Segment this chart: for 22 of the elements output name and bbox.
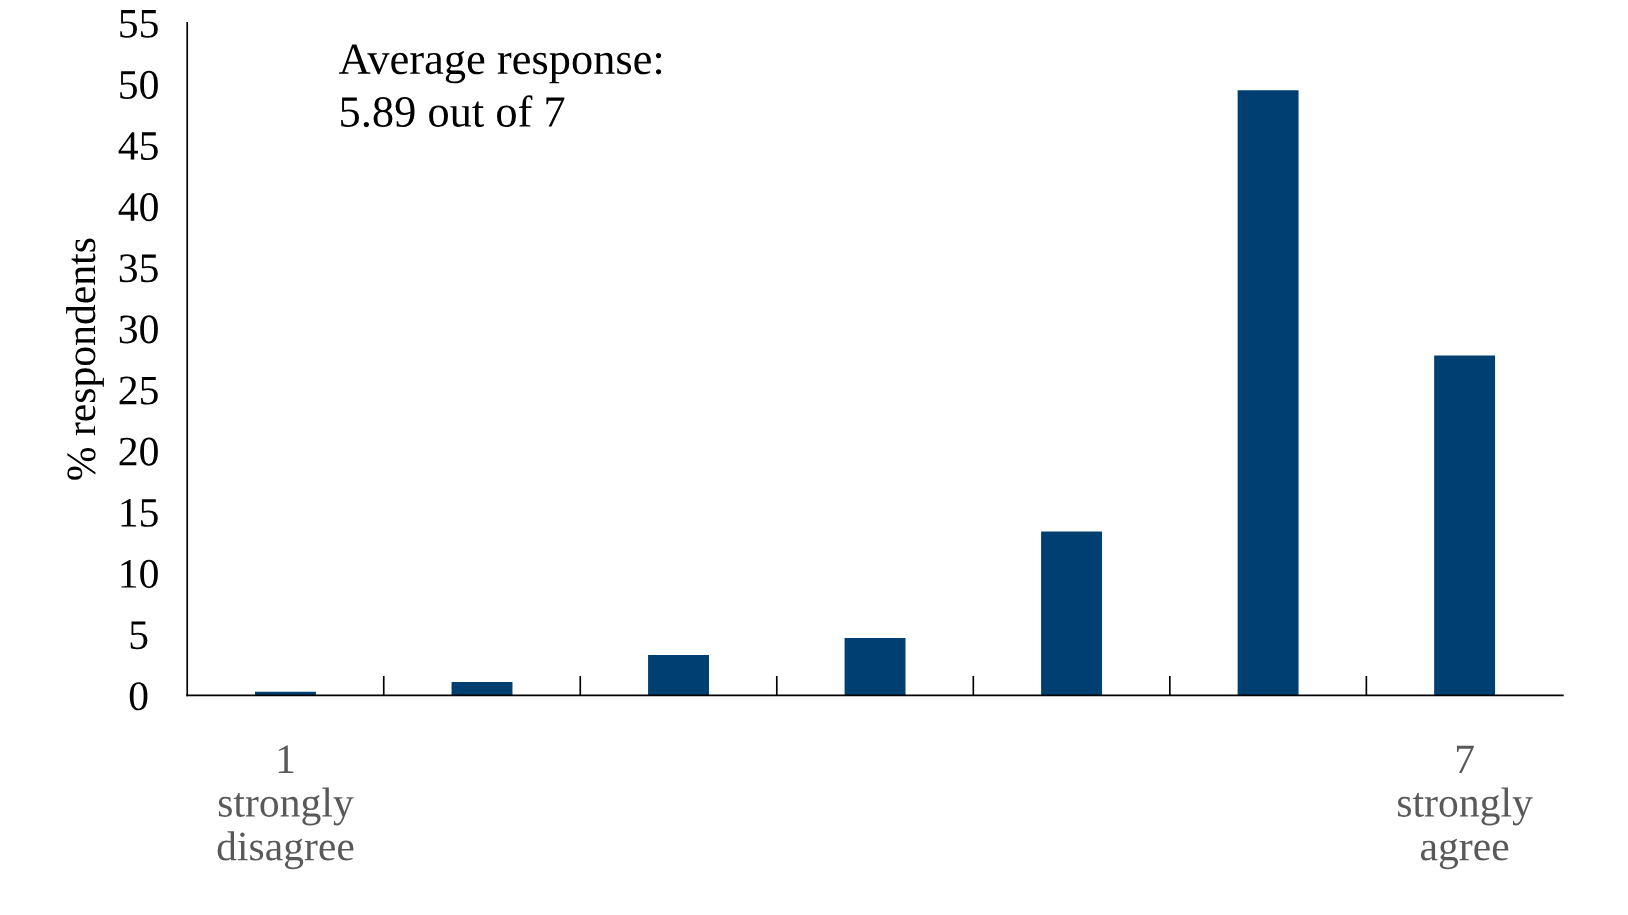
y-tick-label: 55 [120,10,158,38]
annotation: Average response: 5.89 out of 7 [338,44,662,128]
y-tick-label: 45 [118,132,158,161]
bar [648,655,709,696]
bar [1041,531,1103,696]
y-tick-label: 10 [121,559,158,588]
bar [1237,90,1299,696]
bar [844,637,906,696]
bar [451,681,513,696]
y-tick-label: 20 [119,437,158,466]
y-tick-label: 5 [130,621,148,650]
y-tick-label: 40 [118,193,158,222]
x-tick-label: 1 strongly disagree [217,745,354,870]
x-tick-label: 7 strongly agree [1398,745,1533,870]
y-tick-label: 15 [121,498,158,527]
y-axis-title: % respondents [66,238,104,480]
y-tick-label: 25 [119,376,158,405]
y-tick-label: 50 [120,70,158,99]
bar [1434,355,1496,696]
y-tick-label: 35 [119,254,158,283]
y-tick-label: 30 [119,315,158,344]
y-tick-label: 0 [129,682,148,711]
